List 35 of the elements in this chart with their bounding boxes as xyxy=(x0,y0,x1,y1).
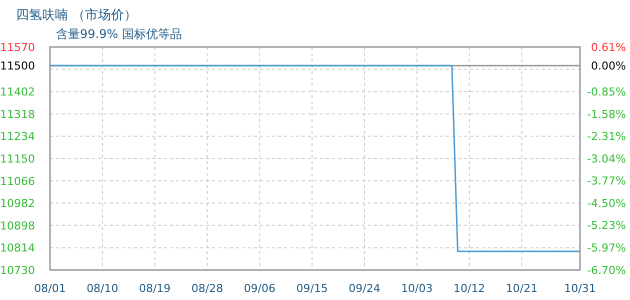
y2-tick-label: -2.31% xyxy=(587,130,626,144)
y2-tick-label: -5.97% xyxy=(587,242,626,255)
y-tick-label: 11500 xyxy=(0,60,35,73)
x-tick-label: 08/01 xyxy=(34,282,66,295)
x-tick-label: 09/24 xyxy=(348,282,380,295)
y-tick-label: 10814 xyxy=(0,242,35,255)
y2-tick-label: -1.58% xyxy=(587,108,626,121)
x-tick-label: 10/31 xyxy=(564,282,596,295)
x-tick-label: 10/03 xyxy=(401,282,433,295)
y-tick-label: 11402 xyxy=(0,86,35,99)
x-tick-label: 08/28 xyxy=(191,282,224,295)
y2-tick-label: -0.85% xyxy=(587,86,626,99)
y-tick-label: 11234 xyxy=(0,130,35,144)
y-tick-label: 10898 xyxy=(0,219,35,232)
y-tick-label: 10730 xyxy=(0,264,35,277)
y2-tick-label: -5.23% xyxy=(587,219,626,232)
y2-tick-label: -3.04% xyxy=(587,152,626,166)
y-tick-label: 10982 xyxy=(0,197,35,210)
y-tick-label: 11318 xyxy=(0,108,35,121)
x-tick-label: 10/12 xyxy=(453,282,486,295)
x-tick-label: 08/19 xyxy=(138,282,171,295)
x-tick-label: 09/06 xyxy=(244,282,276,295)
y2-tick-label: -3.77% xyxy=(587,174,626,188)
subtitle: 含量99.9% 国标优等品 xyxy=(56,27,182,41)
title: 四氢呋喃 （市场价） xyxy=(16,8,138,23)
y-tick-label: 11150 xyxy=(0,152,35,166)
y2-tick-label: 0.00% xyxy=(591,60,626,73)
y-tick-label: 11066 xyxy=(0,174,35,188)
x-tick-label: 09/15 xyxy=(296,282,328,295)
y-tick-label: 11570 xyxy=(0,41,35,54)
y2-tick-label: 0.61% xyxy=(591,41,626,54)
x-tick-label: 08/10 xyxy=(86,282,118,295)
x-tick-label: 10/21 xyxy=(506,282,538,295)
y2-tick-label: -4.50% xyxy=(587,196,626,210)
y2-tick-label: -6.70% xyxy=(587,264,626,277)
